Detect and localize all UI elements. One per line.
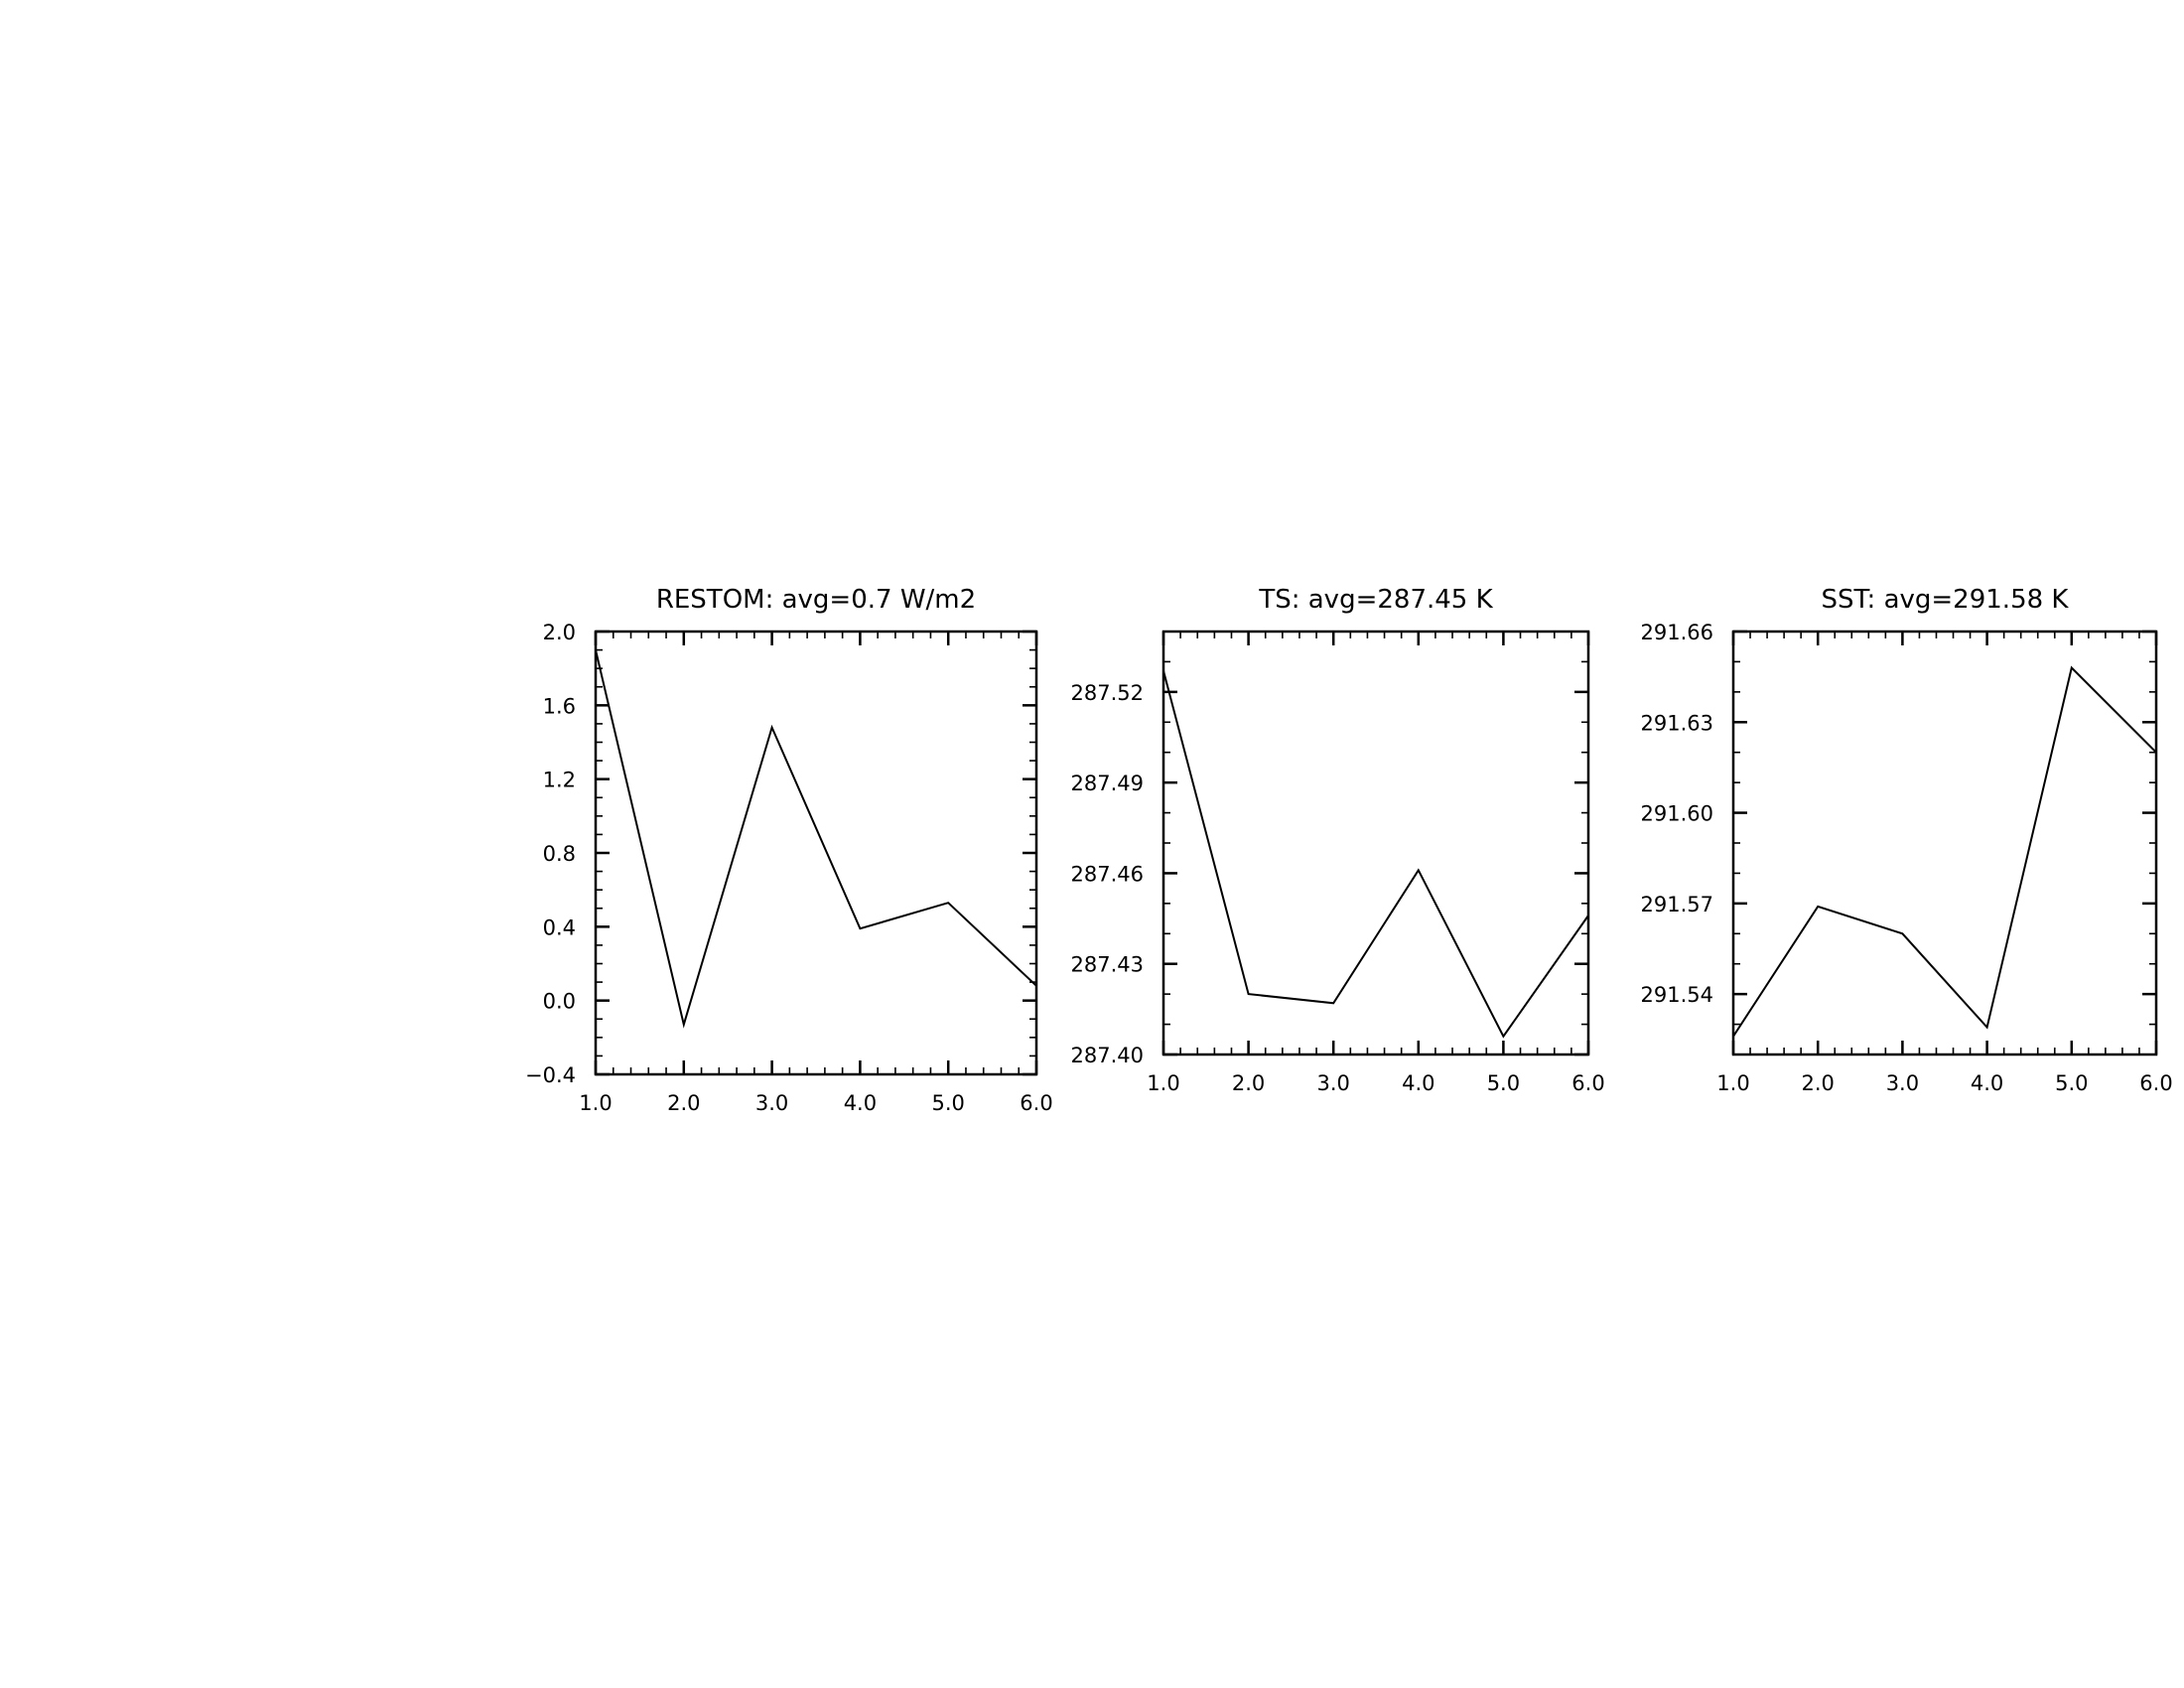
- sst-x-tick-label: 6.0: [2139, 1071, 2172, 1095]
- restom-y-tick-label: 0.4: [543, 915, 576, 939]
- sst-panel: SST: avg=291.58 K 1.0 2.0 3.0 4.0 5.0 6.0 291.5…: [1641, 585, 2173, 1095]
- ts-panel: TS: avg=287.45 K 1.0 2.0 3.0 4.0 5.0 6.0 287.40…: [1071, 585, 1605, 1095]
- restom-x-tick-label: 3.0: [755, 1091, 788, 1115]
- ts-x-tick-label: 4.0: [1402, 1071, 1434, 1095]
- sst-x-tick-label: 3.0: [1886, 1071, 1919, 1095]
- sst-y-tick-label: 291.63: [1641, 711, 1713, 735]
- restom-y-tick-label: 0.0: [543, 990, 576, 1014]
- sst-y-tick-label: 291.54: [1641, 983, 1713, 1007]
- ts-x-tick-label: 5.0: [1487, 1071, 1520, 1095]
- sst-series-line: [1732, 665, 2157, 1038]
- ts-y-tick-label: 287.49: [1071, 772, 1144, 795]
- restom-panel: RESTOM: avg=0.7 W/m2 1.0 2.0 3.0 4.0 5.0 6.0 −0…: [525, 585, 1053, 1115]
- sst-plot-frame: [1731, 630, 2158, 1056]
- restom-y-tick-label: −0.4: [525, 1063, 576, 1087]
- sst-y-tick-label: 291.57: [1641, 893, 1713, 916]
- ts-y-tick-label: 287.46: [1071, 862, 1144, 886]
- ts-x-tick-label: 1.0: [1147, 1071, 1179, 1095]
- restom-y-tick-label: 1.6: [543, 694, 576, 718]
- sst-x-tick-label: 4.0: [1971, 1071, 2003, 1095]
- restom-y-tick-label: 2.0: [543, 621, 576, 644]
- restom-x-tick-label: 1.0: [579, 1091, 612, 1115]
- restom-x-tick-label: 5.0: [931, 1091, 964, 1115]
- restom-x-tick-label: 6.0: [1020, 1091, 1052, 1115]
- restom-title: RESTOM: avg=0.7 W/m2: [656, 585, 976, 615]
- ts-x-tick-label: 3.0: [1316, 1071, 1349, 1095]
- ts-title: TS: avg=287.45 K: [1258, 585, 1493, 615]
- ts-y-tick-label: 287.40: [1071, 1044, 1144, 1067]
- ts-y-tick-label: 287.52: [1071, 681, 1144, 705]
- restom-y-tick-label: 0.8: [543, 842, 576, 866]
- ts-plot-frame: [1161, 630, 1590, 1056]
- ts-y-tick-label: 287.43: [1071, 953, 1144, 977]
- ts-x-tick-label: 2.0: [1232, 1071, 1265, 1095]
- restom-x-tick-label: 4.0: [844, 1091, 877, 1115]
- sst-y-tick-label: 291.66: [1641, 621, 1713, 644]
- sst-y-tick-label: 291.60: [1641, 802, 1713, 826]
- sst-title: SST: avg=291.58 K: [1822, 585, 2070, 615]
- sst-x-tick-label: 1.0: [1716, 1071, 1749, 1095]
- restom-plot-frame: [594, 630, 1038, 1076]
- sst-x-tick-label: 5.0: [2055, 1071, 2088, 1095]
- restom-y-tick-label: 1.2: [543, 769, 576, 792]
- restom-x-tick-label: 2.0: [667, 1091, 700, 1115]
- sst-x-tick-label: 2.0: [1801, 1071, 1834, 1095]
- ts-series-line: [1162, 670, 1589, 1039]
- ts-x-tick-label: 6.0: [1571, 1071, 1604, 1095]
- restom-series-line: [595, 649, 1037, 1029]
